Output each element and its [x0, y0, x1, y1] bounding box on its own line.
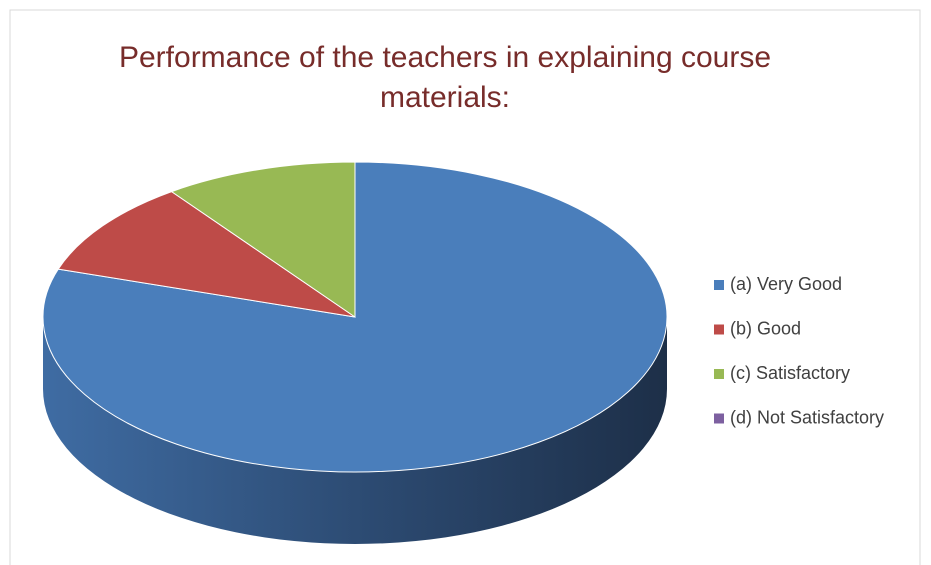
chart-border	[9, 9, 921, 565]
pie-slice	[170, 161, 356, 318]
chart-title: Performance of the teachers in explainin…	[118, 41, 772, 114]
legend-swatch	[714, 413, 724, 424]
legend-swatch	[714, 369, 724, 379]
legend-label: (c) Satisfactory	[730, 363, 850, 383]
pie-slice	[57, 191, 356, 318]
legend-swatch	[714, 324, 724, 335]
legend-label: (d) Not Satisfactory	[730, 407, 884, 427]
legend-label: (b) Good	[730, 318, 801, 338]
legend-swatch	[714, 280, 724, 290]
pie-side	[43, 317, 667, 544]
legend-label: (a) Very Good	[730, 274, 842, 294]
